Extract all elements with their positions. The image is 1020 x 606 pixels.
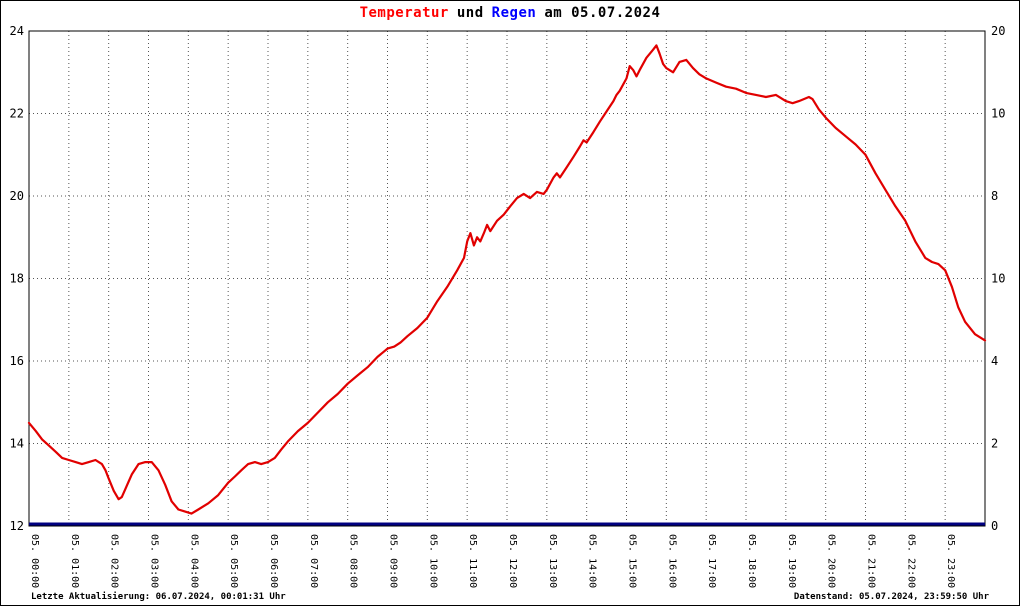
y-left-tick-label: 18 — [10, 272, 24, 286]
x-tick-label: 05. 09:00 — [388, 534, 399, 588]
x-tick-label: 05. 06:00 — [268, 534, 279, 588]
y-right-tick-label: 4 — [991, 354, 998, 368]
x-tick-label: 05. 07:00 — [308, 534, 319, 588]
x-tick-label: 05. 21:00 — [866, 534, 877, 588]
chart-title-part: Temperatur — [359, 5, 449, 21]
x-tick-label: 05. 03:00 — [149, 534, 160, 588]
x-tick-label: 05. 23:00 — [945, 534, 956, 588]
x-tick-label: 05. 14:00 — [587, 534, 598, 588]
x-tick-label: 05. 13:00 — [547, 534, 558, 588]
x-tick-label: 05. 11:00 — [467, 534, 478, 588]
x-tick-label: 05. 15:00 — [627, 534, 638, 588]
y-right-tick-label: 10 — [991, 107, 1005, 121]
x-tick-label: 05. 10:00 — [427, 534, 438, 588]
y-right-tick-label: 20 — [991, 24, 1005, 38]
x-tick-label: 05. 22:00 — [905, 534, 916, 588]
y-right-tick-label: 0 — [991, 519, 998, 533]
y-left-tick-label: 22 — [10, 107, 24, 121]
y-left-tick-label: 16 — [10, 354, 24, 368]
chart-title-part: und — [456, 5, 484, 21]
x-tick-label: 05. 12:00 — [507, 534, 518, 588]
x-tick-label: 05. 02:00 — [109, 534, 120, 588]
x-tick-label: 05. 00:00 — [29, 534, 40, 588]
temperature-line — [27, 44, 987, 515]
x-tick-label: 05. 17:00 — [706, 534, 717, 588]
y-left-tick-label: 12 — [10, 519, 24, 533]
y-right-tick-label: 2 — [991, 437, 998, 451]
plot-border — [28, 30, 986, 527]
data-state-text: Datenstand: 05.07.2024, 23:59:50 Uhr — [793, 592, 989, 602]
y-left-tick-label: 14 — [10, 437, 24, 451]
y-right-tick-label: 8 — [991, 189, 998, 203]
x-tick-label: 05. 01:00 — [69, 534, 80, 588]
x-tick-label: 05. 19:00 — [786, 534, 797, 588]
x-tick-label: 05. 16:00 — [666, 534, 677, 588]
y-left-tick-label: 20 — [10, 189, 24, 203]
y-right-tick-label: 10 — [991, 272, 1005, 286]
x-tick-label: 05. 08:00 — [348, 534, 359, 588]
x-tick-label: 05. 05:00 — [228, 534, 239, 588]
chart-title-part: Regen — [491, 5, 537, 21]
x-tick-label: 05. 20:00 — [826, 534, 837, 588]
x-tick-label: 05. 04:00 — [188, 534, 199, 588]
y-left-tick-label: 24 — [10, 24, 24, 38]
chart-title: Temperatur und Regen am 05.07.2024 — [1, 5, 1019, 21]
last-update-text: Letzte Aktualisierung: 06.07.2024, 00:01… — [31, 592, 286, 602]
chart-title-part: am 05.07.2024 — [544, 5, 661, 21]
x-tick-label: 05. 18:00 — [746, 534, 757, 588]
